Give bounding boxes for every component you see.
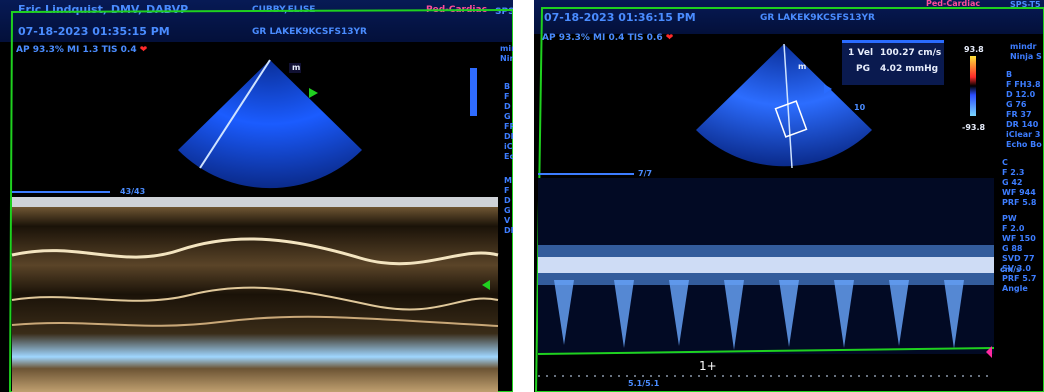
velocity-measurement-box: 1 Vel 100.27 cm/s PG 4.02 mmHg xyxy=(842,40,944,85)
color-scale-bottom: -93.8 xyxy=(962,123,986,132)
color-scale-top: 93.8 xyxy=(964,45,984,54)
right-side-pw-params: PW F 2.0 WF 150 G 88 SVD 77 SV 3.0 PRF 5.7 Angl… xyxy=(1002,214,1037,293)
depth-bottom: 5.1/5.1 xyxy=(628,379,660,388)
probe-orientation-marker-right: m xyxy=(798,62,807,71)
left-ultrasound-screen: Eric Lindquist, DMV, DABVP CUBBY,ELISE P… xyxy=(0,0,513,392)
left-side-m-params: MF FD 9G 5V 2DR xyxy=(504,176,513,235)
exam-datetime-right: 07-18-2023 01:36:15 PM xyxy=(544,11,696,24)
mmode-marker-icon xyxy=(482,280,490,290)
color-scale-bar xyxy=(970,56,976,116)
right-side-top: mindr Ninja S xyxy=(1010,42,1042,61)
doppler-cursor-line xyxy=(783,43,793,169)
preset-top-label: Ped-Cardiac xyxy=(926,0,981,8)
operator-name: Eric Lindquist, DMV, DABVP xyxy=(18,3,189,16)
vel-label: 1 Vel xyxy=(848,48,874,58)
right-header xyxy=(534,0,1044,34)
acoustic-stats: AP 93.3% MI 1.3 TIS 0.4 ❤ xyxy=(16,45,148,55)
exam-datetime: 07-18-2023 01:35:15 PM xyxy=(18,25,170,38)
preset-top-right: SPS-T5 xyxy=(1010,0,1041,9)
focus-marker-icon xyxy=(309,88,318,98)
preset-cut-label: SPS xyxy=(495,7,513,17)
mmode-cursor-line xyxy=(199,59,271,169)
caliper-cursor[interactable]: 1+ xyxy=(699,359,717,373)
depth-marker: 43/43 xyxy=(120,187,146,196)
probe-id-right: GR LAKEK9KCSFS13YR xyxy=(760,13,875,23)
sample-volume-box xyxy=(774,100,808,138)
right-ultrasound-screen: Ped-Cardiac SPS-T5 07-18-2023 01:36:15 P… xyxy=(534,0,1044,392)
acoustic-stats-right: AP 93.3% MI 0.4 TIS 0.6 ❤ xyxy=(542,33,674,43)
left-header xyxy=(0,0,513,42)
mmode-trace xyxy=(12,197,498,392)
pg-label: PG xyxy=(856,64,870,74)
focus-marker-icon-right xyxy=(824,84,832,94)
doppler-baseline xyxy=(537,347,995,355)
heart-icon: ❤ xyxy=(139,45,148,55)
probe-orientation-marker: m xyxy=(292,63,301,72)
gain-bar xyxy=(470,68,477,116)
depth-top: 7/7 xyxy=(638,169,653,178)
left-imaging-svg xyxy=(8,8,513,392)
ultrasound-sector xyxy=(178,60,362,189)
depth-number: 10 xyxy=(854,103,866,112)
pg-value: 4.02 mmHg xyxy=(880,64,939,74)
probe-id: GR LAKEK9KCSFS13YR xyxy=(252,27,367,37)
right-imaging-svg: 1+ xyxy=(534,7,1044,392)
unit-label: cm/s xyxy=(1000,265,1021,274)
vel-value: 100.27 cm/s xyxy=(880,48,942,58)
heart-icon-right: ❤ xyxy=(665,33,674,43)
screen-border xyxy=(8,8,513,392)
